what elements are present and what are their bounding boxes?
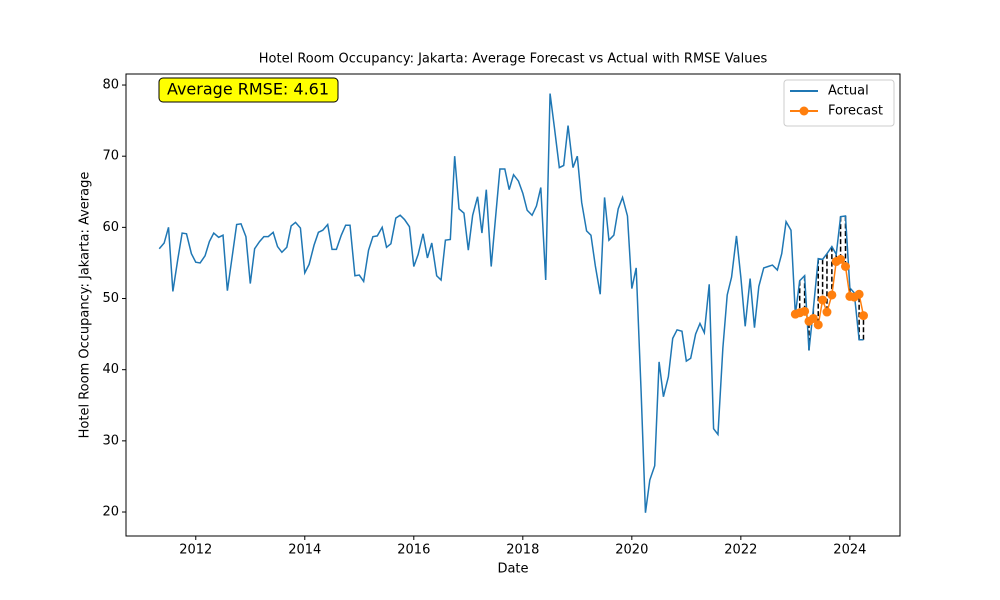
y-tick-label: 50	[102, 291, 119, 306]
x-tick-label: 2024	[833, 543, 866, 558]
x-tick-label: 2018	[506, 543, 539, 558]
point	[827, 290, 837, 300]
chart-title: Hotel Room Occupancy: Jakarta: Average F…	[259, 52, 768, 67]
x-tick-label: 2014	[288, 543, 321, 558]
y-axis-label: Hotel Room Occupancy: Jakarta: Average	[78, 172, 93, 439]
point	[800, 306, 810, 316]
x-tick-label: 2012	[179, 543, 212, 558]
y-tick-label: 30	[102, 433, 119, 448]
point	[854, 289, 864, 299]
legend-label: Actual	[828, 84, 869, 99]
point	[822, 307, 832, 317]
x-tick-label: 2016	[397, 543, 430, 558]
x-axis-label: Date	[497, 562, 528, 577]
x-tick-label: 2020	[615, 543, 648, 558]
y-tick-label: 40	[102, 362, 119, 377]
plot-area	[158, 93, 868, 513]
y-tick-label: 20	[102, 505, 119, 520]
y-tick-label: 80	[102, 78, 119, 93]
point	[858, 311, 868, 321]
x-tick-label: 2022	[724, 543, 757, 558]
annotation: Average RMSE: 4.61	[167, 80, 329, 99]
point	[813, 320, 823, 330]
point	[808, 313, 818, 323]
axes-frame	[125, 73, 901, 537]
legend-label: Forecast	[828, 104, 883, 119]
point	[840, 262, 850, 271]
annotation-box	[158, 77, 339, 103]
series-line	[158, 93, 864, 513]
point	[836, 254, 846, 264]
y-tick-label: 70	[102, 149, 119, 164]
point	[818, 295, 828, 305]
legend-marker	[799, 106, 809, 116]
y-tick-label: 60	[102, 220, 119, 235]
